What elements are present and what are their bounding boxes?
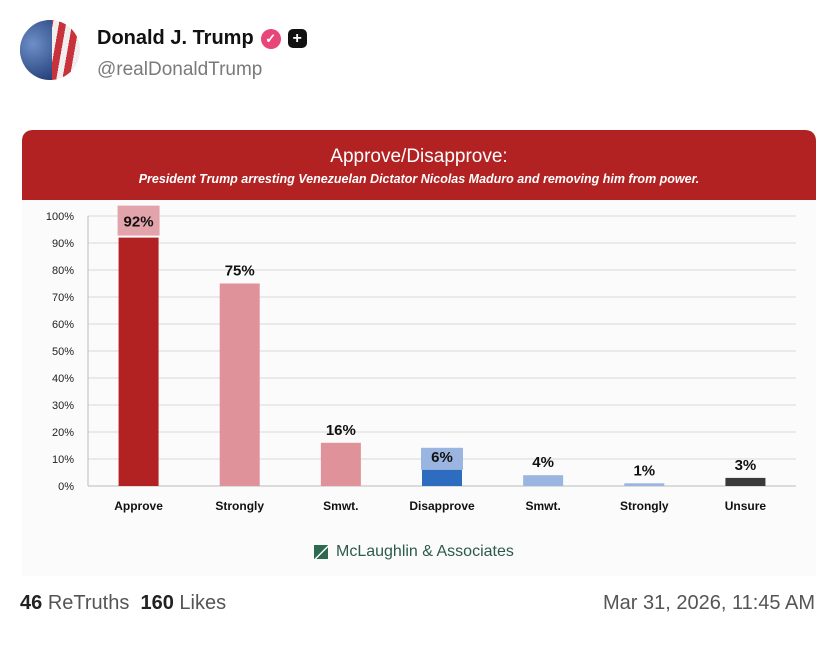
- data-label: 16%: [326, 422, 356, 439]
- retruths-count: 46: [20, 592, 43, 614]
- data-label: 3%: [735, 457, 757, 474]
- chart-subtitle: President Trump arresting Venezuelan Dic…: [138, 172, 700, 186]
- x-tick-label: Unsure: [725, 499, 767, 513]
- y-tick-label: 80%: [52, 265, 74, 277]
- bar: [422, 469, 462, 486]
- likes-label[interactable]: Likes: [179, 592, 227, 614]
- y-tick-label: 90%: [52, 238, 74, 250]
- data-label-box: [421, 447, 463, 470]
- data-label: 75%: [225, 263, 255, 280]
- chart-title: Approve/Disapprove:: [330, 146, 508, 167]
- y-tick-label: 0%: [58, 481, 74, 493]
- y-tick-label: 10%: [52, 454, 74, 466]
- data-label-box: [117, 205, 160, 236]
- bar: [523, 475, 564, 486]
- plus-icon: +: [287, 29, 307, 48]
- verified-badge-icon: ✓: [260, 28, 281, 49]
- data-label: 1%: [633, 462, 655, 479]
- y-tick-label: 50%: [52, 346, 74, 358]
- x-tick-label: Smwt.: [323, 499, 358, 513]
- author-name[interactable]: Donald J. Trump: [97, 27, 254, 49]
- source-brand: McLaughlin & Associates: [314, 543, 514, 561]
- bar: [219, 283, 260, 486]
- bar: [118, 237, 159, 486]
- data-label: 92%: [124, 214, 154, 231]
- source-label: McLaughlin & Associates: [336, 543, 514, 560]
- y-tick-label: 70%: [52, 292, 74, 304]
- engagement-stats: 46 ReTruths 160 Likes: [20, 592, 226, 615]
- retruths-label[interactable]: ReTruths: [47, 592, 130, 614]
- data-label: 4%: [532, 454, 554, 471]
- y-tick-label: 40%: [52, 373, 74, 385]
- bar: [624, 483, 665, 486]
- y-tick-label: 30%: [52, 400, 74, 412]
- x-tick-label: Smwt.: [525, 499, 560, 513]
- likes-count: 160: [140, 592, 174, 614]
- bar: [320, 442, 361, 486]
- y-tick-label: 20%: [52, 427, 74, 439]
- x-tick-label: Disapprove: [409, 499, 475, 513]
- author-row: Donald J. Trump ✓ +: [97, 27, 307, 50]
- y-tick-label: 60%: [52, 319, 74, 331]
- y-tick-label: 100%: [46, 211, 74, 223]
- author-handle[interactable]: @realDonaldTrump: [97, 59, 263, 80]
- avatar[interactable]: [20, 20, 80, 80]
- bar: [725, 477, 766, 486]
- x-tick-label: Strongly: [620, 499, 669, 513]
- mclaughlin-logo-icon: [314, 545, 328, 559]
- chart-banner: Approve/Disapprove: President Trump arre…: [22, 130, 816, 200]
- data-label: 6%: [431, 449, 453, 466]
- x-tick-label: Approve: [114, 499, 163, 513]
- x-tick-label: Strongly: [215, 499, 264, 513]
- timestamp[interactable]: Mar 31, 2026, 11:45 AM: [603, 592, 815, 614]
